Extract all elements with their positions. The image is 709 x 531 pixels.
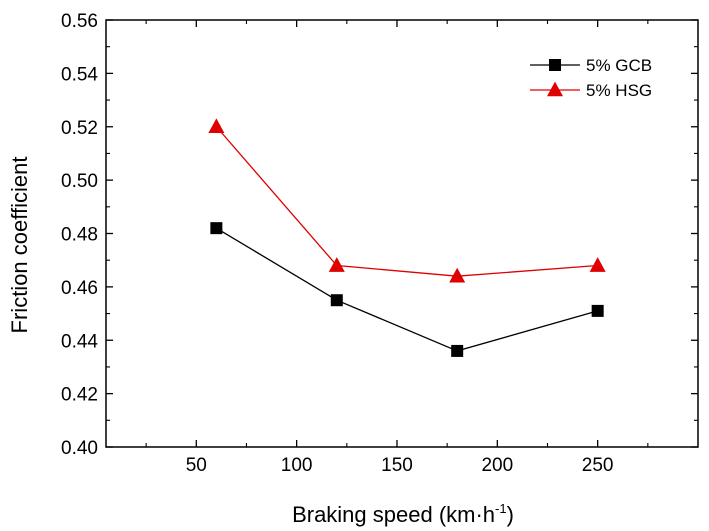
data-point [328,257,345,272]
y-tick-label: 0.56 [61,11,98,32]
y-tick-label: 0.52 [61,118,98,139]
legend-label: 5% HSG [586,81,652,100]
x-axis-title-superscript: -1 [495,501,507,516]
data-point [451,344,464,357]
data-point [208,118,225,134]
x-tick-label: 150 [381,455,413,476]
axes-group: 50 100 150 200 250 0.40 0.42 0.44 0.46 0.48 0.50 0.… [61,11,699,476]
y-tick-label: 0.42 [61,385,98,406]
y-tick-label: 0.50 [61,171,98,192]
x-tick-label: 250 [582,455,614,476]
data-point [210,222,223,235]
legend: 5% GCB 5% HSG [530,56,652,100]
series-line [215,126,598,277]
x-tick-label: 200 [481,455,513,476]
data-point [330,294,343,307]
y-tick-label: 0.40 [61,438,98,459]
series-line [216,227,598,352]
x-tick-label: 50 [186,455,207,476]
y-tick-label: 0.44 [61,331,98,352]
y-tick-label: 0.46 [61,278,98,299]
series-group [208,118,606,357]
series-0 [210,222,604,357]
series-1 [208,118,606,283]
x-tick-label: 100 [281,455,313,476]
legend-marker [547,81,563,97]
data-point [591,304,604,317]
data-point [589,257,606,272]
legend-marker [549,59,561,71]
x-axis-title: Braking speed (km·h-1) [292,501,514,527]
x-axis-title-suffix: ) [507,502,514,527]
legend-label: 5% GCB [586,56,652,75]
y-axis-title: Friction coefficient [7,157,32,334]
data-point [449,267,466,283]
y-tick-label: 0.48 [61,225,98,246]
x-axis-title-main: Braking speed (km·h [292,502,495,527]
y-tick-label: 0.54 [61,64,98,85]
